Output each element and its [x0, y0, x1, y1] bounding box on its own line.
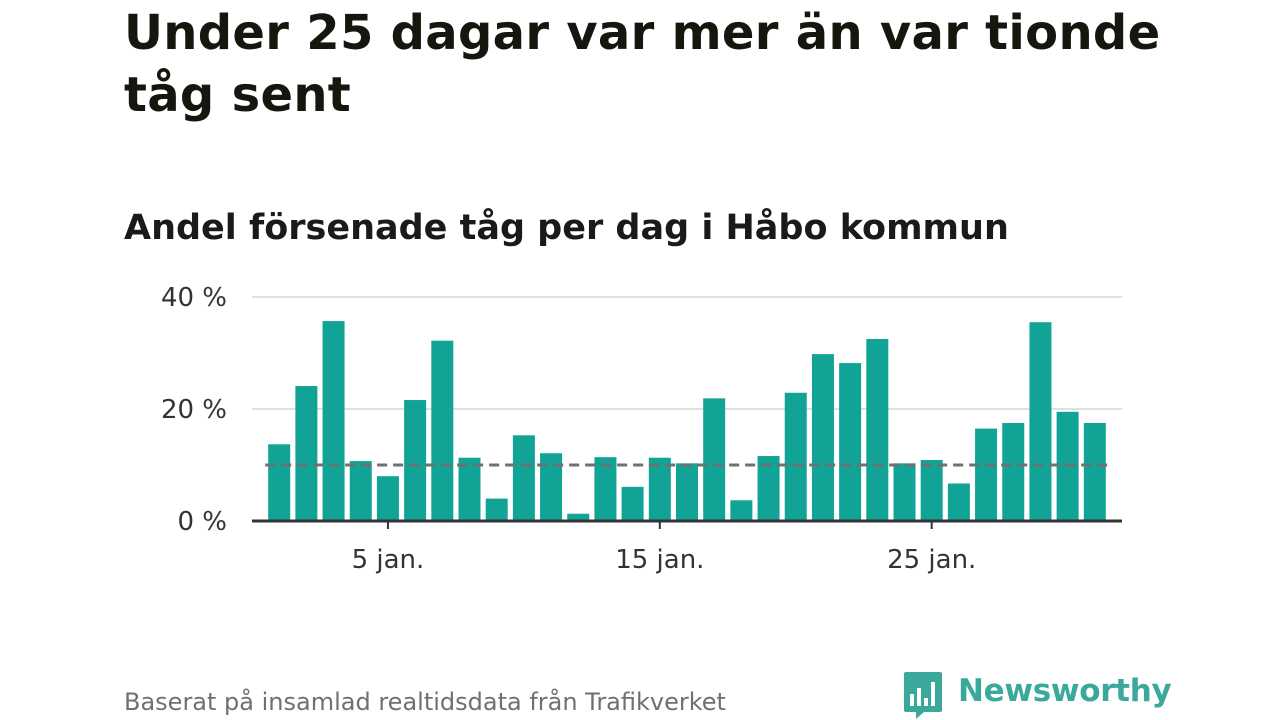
bar: [703, 398, 726, 521]
bar: [567, 513, 590, 521]
bar: [730, 500, 753, 521]
x-tick-label: 5 jan.: [352, 545, 425, 575]
y-tick-label: 0 %: [177, 507, 227, 537]
bar: [866, 339, 889, 521]
bar: [839, 363, 862, 521]
bar: [322, 321, 345, 521]
bar: [975, 428, 998, 521]
bar: [349, 461, 372, 521]
bar: [485, 498, 508, 521]
x-axis: [252, 519, 1122, 529]
x-tick-label: 15 jan.: [615, 545, 704, 575]
bar: [376, 476, 399, 521]
grid-lines: [252, 296, 1122, 410]
bar: [648, 457, 671, 521]
bar: [676, 463, 698, 521]
bar: [1029, 322, 1052, 521]
bar: [540, 453, 563, 521]
x-axis-labels: 5 jan. 15 jan. 25 jan.: [352, 545, 977, 575]
bar: [594, 457, 617, 521]
bar: [458, 457, 481, 521]
bar: [784, 392, 807, 521]
newsworthy-logo-icon: [904, 672, 942, 719]
bar: [893, 463, 916, 521]
bar: [1083, 423, 1106, 521]
chart-subtitle: Andel försenade tåg per dag i Håbo kommu…: [124, 208, 1009, 248]
bar: [920, 459, 943, 521]
source-note: Baserat på insamlad realtidsdata från Tr…: [124, 688, 726, 716]
brand-name: Newsworthy: [958, 673, 1172, 709]
bar: [947, 483, 970, 521]
bar: [404, 400, 427, 521]
bar: [512, 435, 535, 521]
bar: [621, 486, 644, 521]
brand-logo: Newsworthy: [902, 670, 1172, 720]
bar-series: [268, 321, 1106, 521]
y-tick-label: 40 %: [161, 283, 227, 313]
bar: [295, 386, 318, 521]
y-axis-labels: 0 % 20 % 40 %: [161, 283, 227, 537]
bar: [1002, 423, 1025, 521]
bar: [811, 354, 834, 521]
bar: [431, 340, 454, 521]
bar: [268, 444, 291, 521]
y-tick-label: 20 %: [161, 395, 227, 425]
bar: [757, 456, 780, 521]
chart-title: Under 25 dagar var mer än var tionde tåg…: [124, 5, 1161, 123]
x-tick-label: 25 jan.: [887, 545, 976, 575]
